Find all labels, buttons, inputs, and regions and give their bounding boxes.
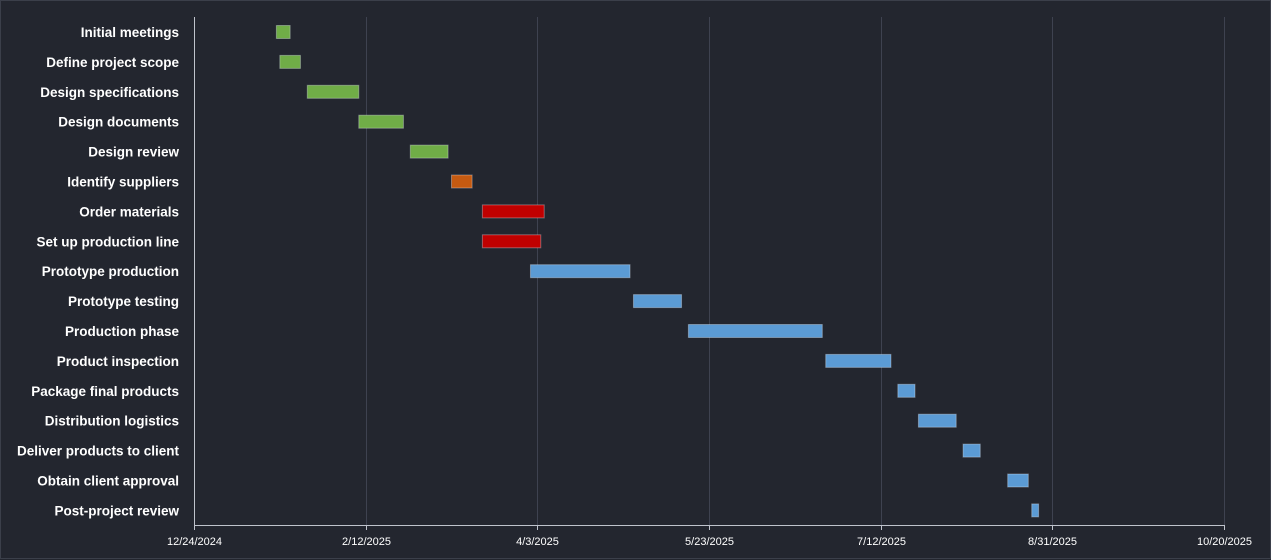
task-bar <box>279 54 301 69</box>
task-label: Production phase <box>65 324 180 339</box>
task-label: Design specifications <box>40 85 179 100</box>
task-label: Prototype production <box>42 264 179 279</box>
task-labels: Initial meetings Define project scope Desi… <box>17 25 180 518</box>
task-bar <box>897 383 916 398</box>
task-label: Design review <box>88 145 179 160</box>
task-bars <box>275 25 1040 518</box>
x-tick-label: 12/24/2024 <box>167 536 222 548</box>
task-bar <box>451 174 473 189</box>
task-label: Post-project review <box>54 503 179 518</box>
task-bar <box>358 114 404 129</box>
task-label: Initial meetings <box>81 25 179 40</box>
task-bar <box>825 353 892 368</box>
x-tick-label: 5/23/2025 <box>685 536 734 548</box>
task-bar <box>632 294 683 309</box>
task-label: Distribution logistics <box>45 414 179 429</box>
task-bar <box>306 84 360 99</box>
task-label: Product inspection <box>57 354 179 369</box>
task-bar <box>917 413 957 428</box>
task-bar <box>481 204 545 219</box>
task-bar <box>687 324 823 338</box>
task-bar <box>1031 503 1040 518</box>
task-label: Prototype testing <box>68 294 179 309</box>
task-bar <box>409 144 449 159</box>
x-axis: 12/24/2024 2/12/2025 4/3/2025 5/23/2025 7/12… <box>167 17 1252 548</box>
gridlines <box>366 17 1225 525</box>
task-bar <box>1007 473 1029 488</box>
task-label: Set up production line <box>37 234 180 249</box>
task-bar <box>275 25 291 39</box>
task-label: Deliver products to client <box>17 444 180 459</box>
x-tick-label: 4/3/2025 <box>516 536 559 548</box>
task-label: Design documents <box>58 115 179 130</box>
task-label: Package final products <box>31 384 179 399</box>
task-bar <box>481 234 542 249</box>
x-tick-label: 2/12/2025 <box>342 536 391 548</box>
task-bar <box>962 443 981 458</box>
x-tick-label: 8/31/2025 <box>1028 536 1077 548</box>
task-bar <box>529 264 631 279</box>
task-label: Obtain client approval <box>37 474 179 489</box>
task-label: Define project scope <box>46 55 179 70</box>
x-tick-label: 7/12/2025 <box>857 536 906 548</box>
task-label: Identify suppliers <box>67 175 179 190</box>
x-tick-label: 10/20/2025 <box>1197 536 1252 548</box>
task-label: Order materials <box>79 204 179 219</box>
